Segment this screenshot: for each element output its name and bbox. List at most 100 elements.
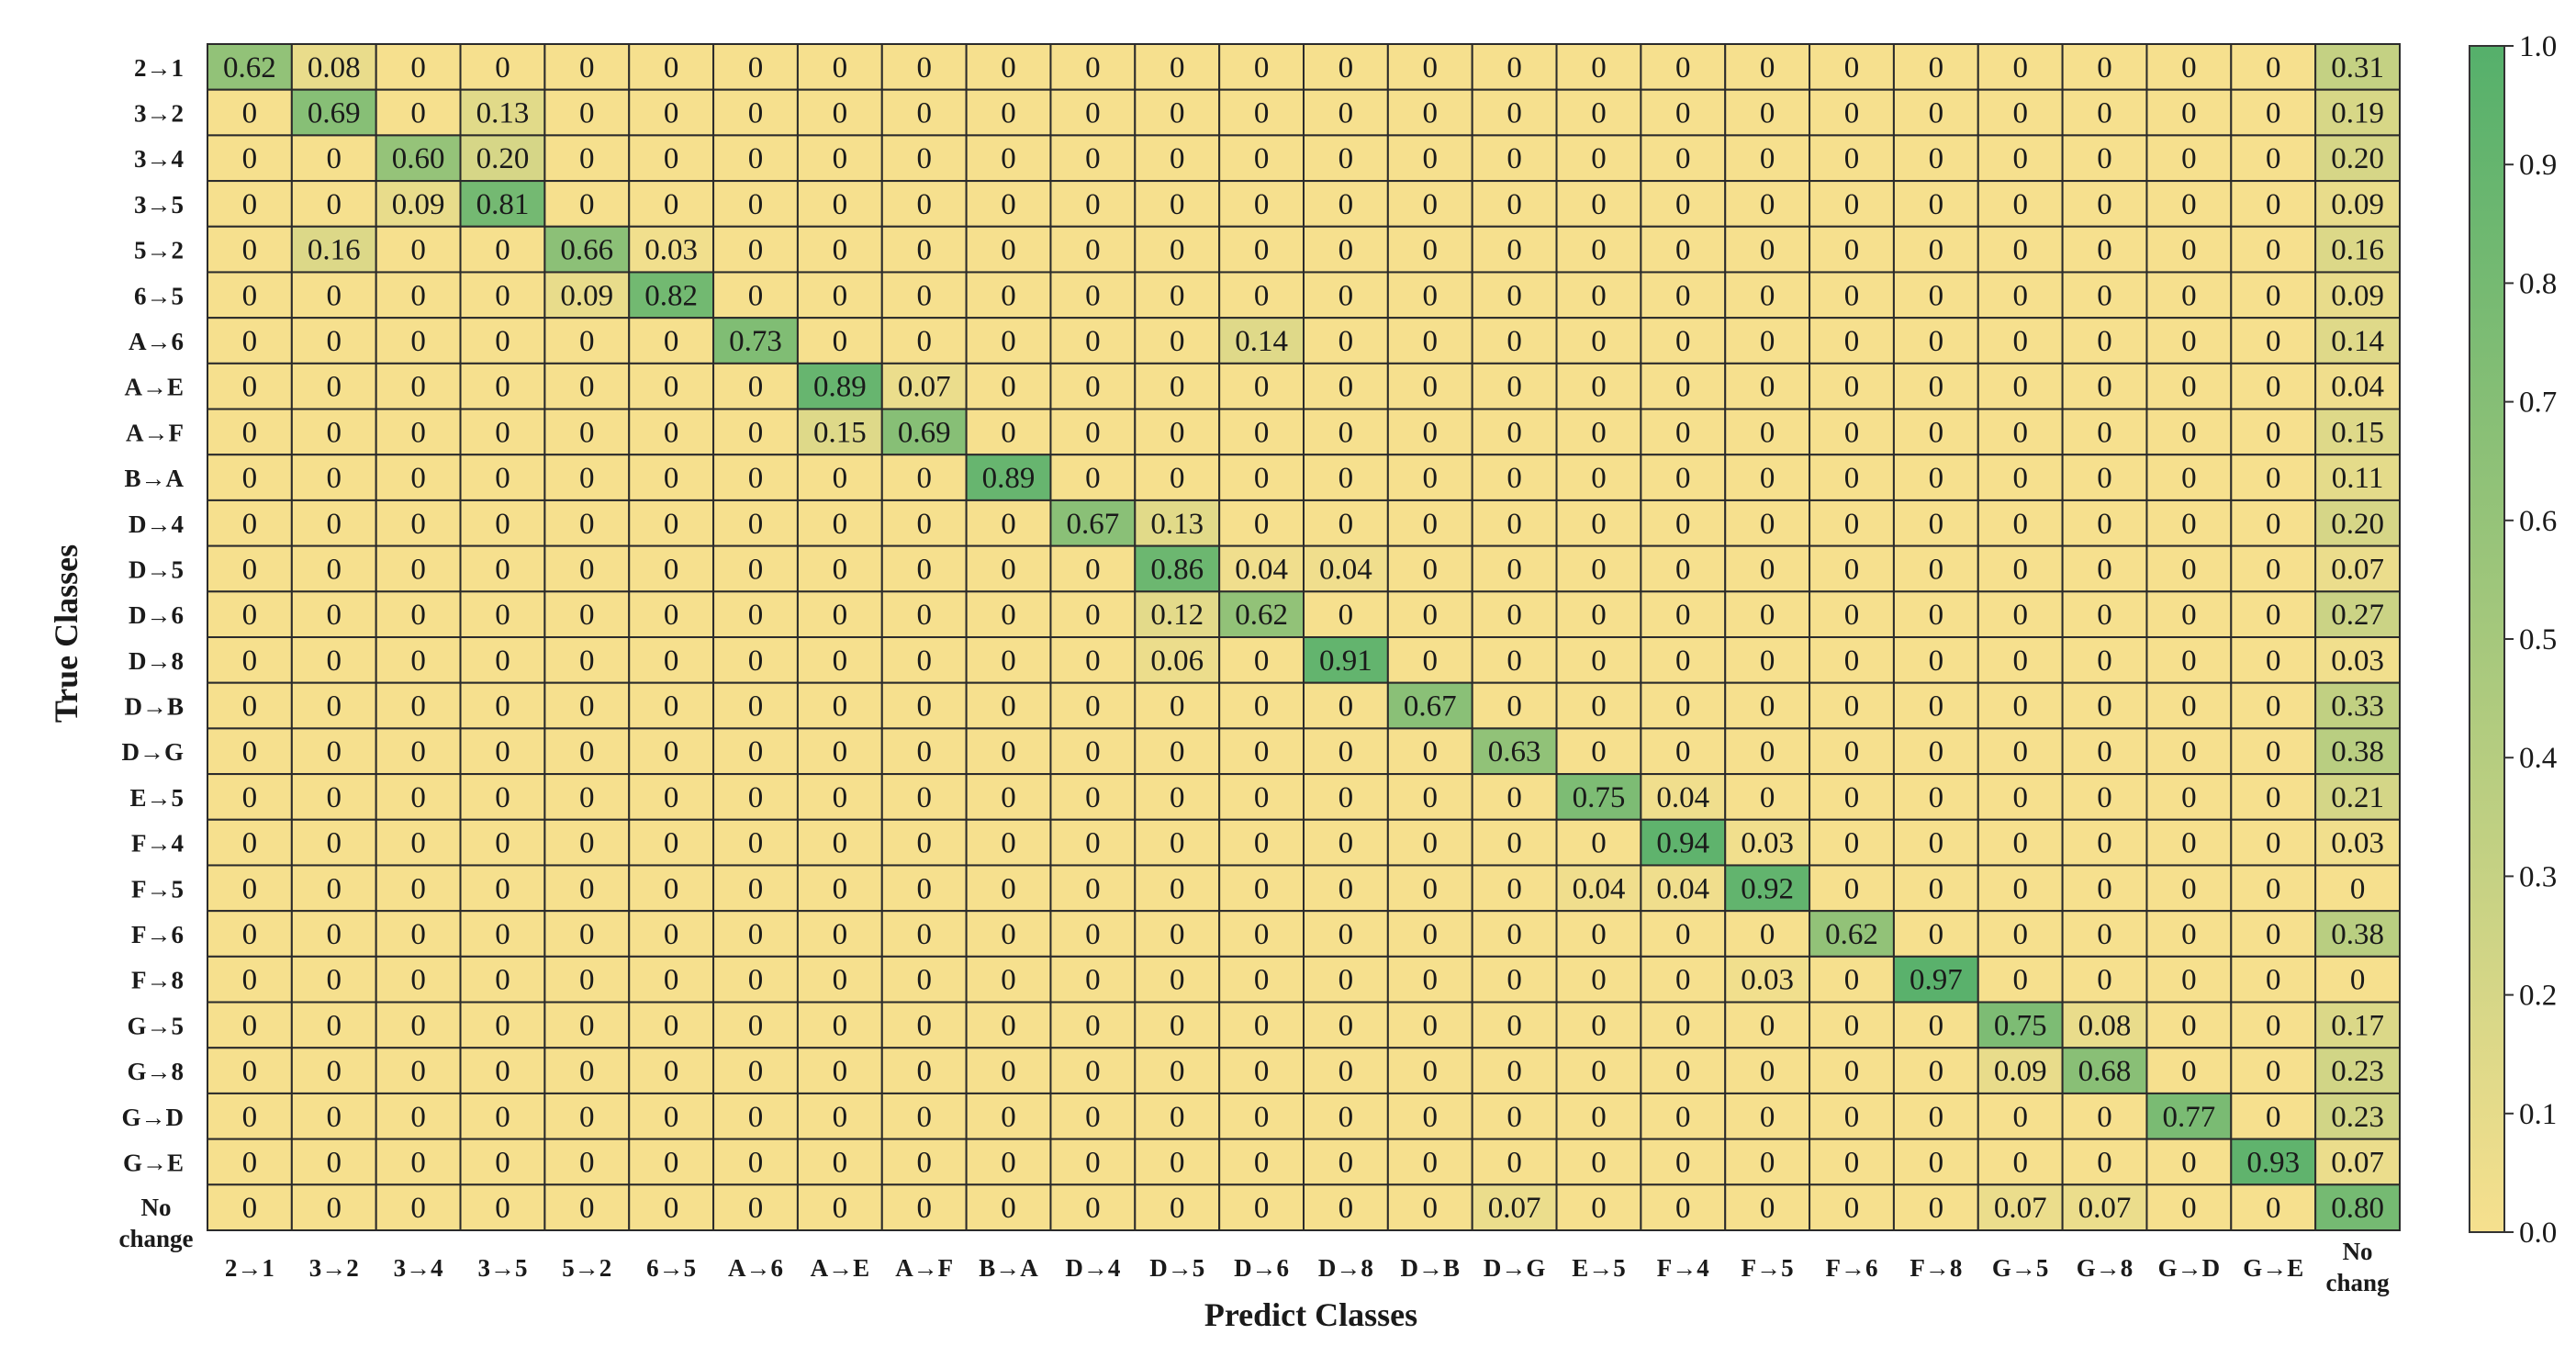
heatmap-cell — [290, 910, 377, 958]
heatmap-cell — [880, 1047, 968, 1094]
heatmap-cell — [965, 1092, 1052, 1140]
cell-value-label: 0 — [1001, 325, 1016, 358]
cell-value-label: 0 — [916, 462, 932, 495]
cell-value-label: 0 — [1675, 918, 1691, 951]
cell-value-label: 0 — [1423, 462, 1439, 495]
heatmap-cell — [1809, 43, 1895, 91]
cell-value-label: 0 — [2181, 279, 2197, 312]
heatmap-cell — [1134, 362, 1221, 410]
cell-value-label: 0 — [1085, 188, 1101, 221]
heatmap-cell — [2314, 88, 2401, 137]
cell-value-label: 0 — [1085, 1192, 1101, 1225]
cell-value-label: 0 — [1929, 462, 1944, 495]
cell-value-label: 0 — [664, 964, 679, 997]
cell-value-label: 0 — [579, 142, 595, 175]
cell-value-label: 0 — [1170, 1101, 1185, 1134]
heatmap-cell — [2145, 225, 2233, 274]
heatmap-cell — [2314, 1138, 2401, 1186]
heatmap-cell — [1724, 727, 1811, 776]
cell-value-label: 0 — [1170, 1055, 1185, 1088]
cell-value-label: 0 — [495, 325, 510, 358]
cell-value-label: 0 — [1423, 142, 1439, 175]
heatmap-cell — [1809, 773, 1895, 821]
cell-value-label: 0 — [327, 872, 342, 905]
cell-value-label: 0 — [2266, 872, 2281, 905]
y-tick-label-line: change — [119, 1225, 194, 1252]
y-tick-label: A→6 — [129, 328, 184, 355]
cell-value-label: 0 — [327, 325, 342, 358]
heatmap-cell — [1134, 454, 1221, 501]
heatmap-cell — [2145, 818, 2233, 867]
heatmap-cell — [1977, 773, 2064, 821]
heatmap-cell — [2314, 910, 2401, 958]
heatmap-cell — [1977, 225, 2064, 274]
y-tick-label: F→4 — [131, 830, 184, 858]
cell-value-label: 0 — [916, 279, 932, 312]
cell-value-label: 0 — [1844, 690, 1860, 723]
cell-value-label: 0 — [2266, 279, 2281, 312]
cell-value-label: 0 — [579, 1055, 595, 1088]
heatmap-cell — [880, 773, 968, 821]
heatmap-cell — [1134, 955, 1221, 1004]
cell-value-label: 0 — [1760, 51, 1775, 84]
heatmap-cell — [207, 773, 293, 821]
cell-value-label: 0 — [1085, 964, 1101, 997]
cell-value-label: 0 — [410, 781, 426, 814]
cell-value-label: 0.82 — [644, 279, 698, 312]
y-axis-title: True Classes — [48, 544, 84, 723]
cell-value-label: 0 — [1001, 508, 1016, 541]
cell-value-label: 0 — [1844, 964, 1860, 997]
cell-value-label: 0.11 — [2332, 462, 2384, 495]
cell-value-label: 0 — [327, 508, 342, 541]
heatmap-cell — [1555, 271, 1642, 320]
cell-value-label: 0 — [2097, 1101, 2112, 1134]
heatmap-cell — [2061, 1183, 2148, 1232]
heatmap-cell — [1555, 317, 1642, 364]
cell-value-label: 0 — [242, 645, 258, 678]
cell-value-label: 0 — [579, 553, 595, 586]
heatmap-cell — [712, 910, 799, 958]
cell-value-label: 0 — [2012, 97, 2028, 130]
cell-value-label: 0.17 — [2331, 1009, 2384, 1042]
heatmap-cell — [880, 864, 968, 913]
heatmap-cell — [712, 1001, 799, 1049]
heatmap-cell — [1640, 864, 1727, 913]
heatmap-cell — [1809, 864, 1895, 913]
cell-value-label: 0 — [327, 142, 342, 175]
cell-value-label: 0 — [2181, 781, 2197, 814]
cell-value-label: 0 — [495, 645, 510, 678]
cell-value-label: 0 — [1423, 279, 1439, 312]
cell-value-label: 0 — [1170, 279, 1185, 312]
heatmap-cell — [796, 225, 883, 274]
cell-value-label: 0 — [1844, 781, 1860, 814]
heatmap-cell — [2314, 1047, 2401, 1094]
heatmap-cell — [1134, 818, 1221, 867]
heatmap-cell — [2230, 88, 2317, 137]
cell-value-label: 0 — [2097, 964, 2112, 997]
cell-value-label: 0 — [1760, 188, 1775, 221]
heatmap-cell — [207, 180, 293, 228]
heatmap-cell — [1724, 1092, 1811, 1140]
heatmap-cell — [1471, 134, 1558, 183]
cell-value-label: 0 — [1254, 827, 1270, 860]
heatmap-cell — [1892, 590, 1979, 638]
cell-value-label: 0 — [327, 462, 342, 495]
cell-value-label: 0.77 — [2163, 1101, 2216, 1134]
cell-value-label: 0 — [833, 690, 848, 723]
cell-value-label: 0 — [833, 51, 848, 84]
y-tick-label: F→8 — [131, 967, 184, 994]
heatmap-cell — [1555, 1183, 1642, 1232]
heatmap-cell — [880, 818, 968, 867]
heatmap-cell — [1640, 1047, 1727, 1094]
cell-value-label: 0 — [2181, 142, 2197, 175]
cell-value-label: 0.75 — [1994, 1009, 2047, 1042]
heatmap-cell — [1471, 636, 1558, 684]
cell-value-label: 0 — [1591, 735, 1607, 768]
cell-value-label: 0 — [242, 142, 258, 175]
cell-value-label: 0 — [2181, 645, 2197, 678]
heatmap-cell — [2061, 88, 2148, 137]
cell-value-label: 0 — [1423, 97, 1439, 130]
heatmap-cell — [1386, 1047, 1473, 1094]
heatmap-cell — [543, 1047, 631, 1094]
cell-value-label: 0 — [1760, 416, 1775, 449]
